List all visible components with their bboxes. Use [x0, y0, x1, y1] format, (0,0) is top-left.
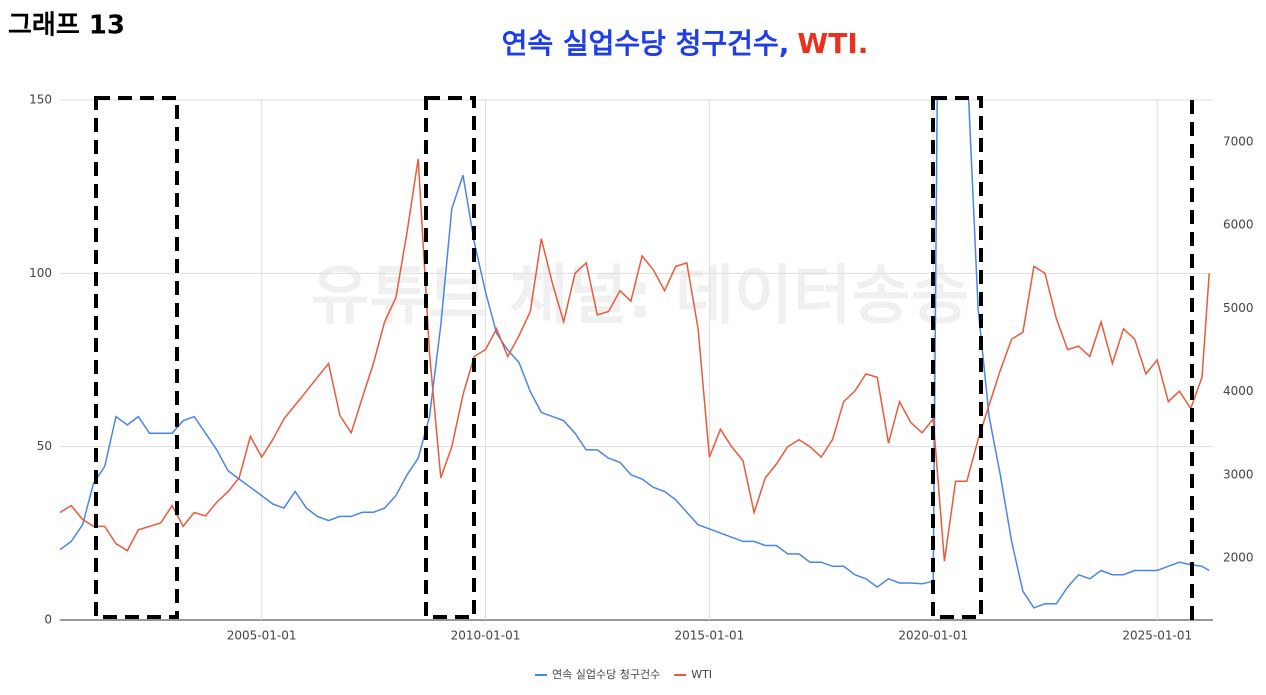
header: 그래프 13	[8, 11, 125, 41]
chart-title: 연속 실업수당 청구건수, WTI.	[502, 27, 869, 60]
y-tick-label: 150	[29, 93, 52, 107]
y2-tick-label: 7000	[1223, 135, 1254, 149]
y2-tick-label: 2000	[1223, 551, 1254, 565]
title-part: WTI.	[797, 27, 868, 60]
highlight-box	[424, 96, 476, 619]
highlight-box	[94, 96, 179, 619]
y-tick-label: 50	[37, 439, 52, 453]
x-tick-label: 2010-01-01	[451, 629, 521, 643]
highlight-box	[931, 96, 983, 619]
y2-tick-label: 4000	[1223, 384, 1254, 398]
series-line	[60, 100, 1210, 609]
x-tick-label: 2005-01-01	[227, 629, 297, 643]
y-tick-label: 100	[29, 266, 52, 280]
x-tick-label: 2020-01-01	[898, 629, 968, 643]
y2-tick-label: 6000	[1223, 218, 1254, 232]
series-line	[60, 158, 1210, 562]
y2-tick-label: 3000	[1223, 467, 1254, 481]
x-tick-label: 2015-01-01	[675, 629, 745, 643]
y-tick-label: 0	[44, 613, 52, 627]
legend-label: 연속 실업수당 청구건수	[552, 668, 660, 681]
legend-label: WTI	[691, 668, 712, 681]
x-tick-label: 2025-01-01	[1122, 629, 1192, 643]
watermark: 유튜브 채널: 데이터송송	[311, 260, 970, 334]
title-part: 연속 실업수당 청구건수,	[502, 27, 790, 60]
y2-tick-label: 5000	[1223, 301, 1254, 315]
